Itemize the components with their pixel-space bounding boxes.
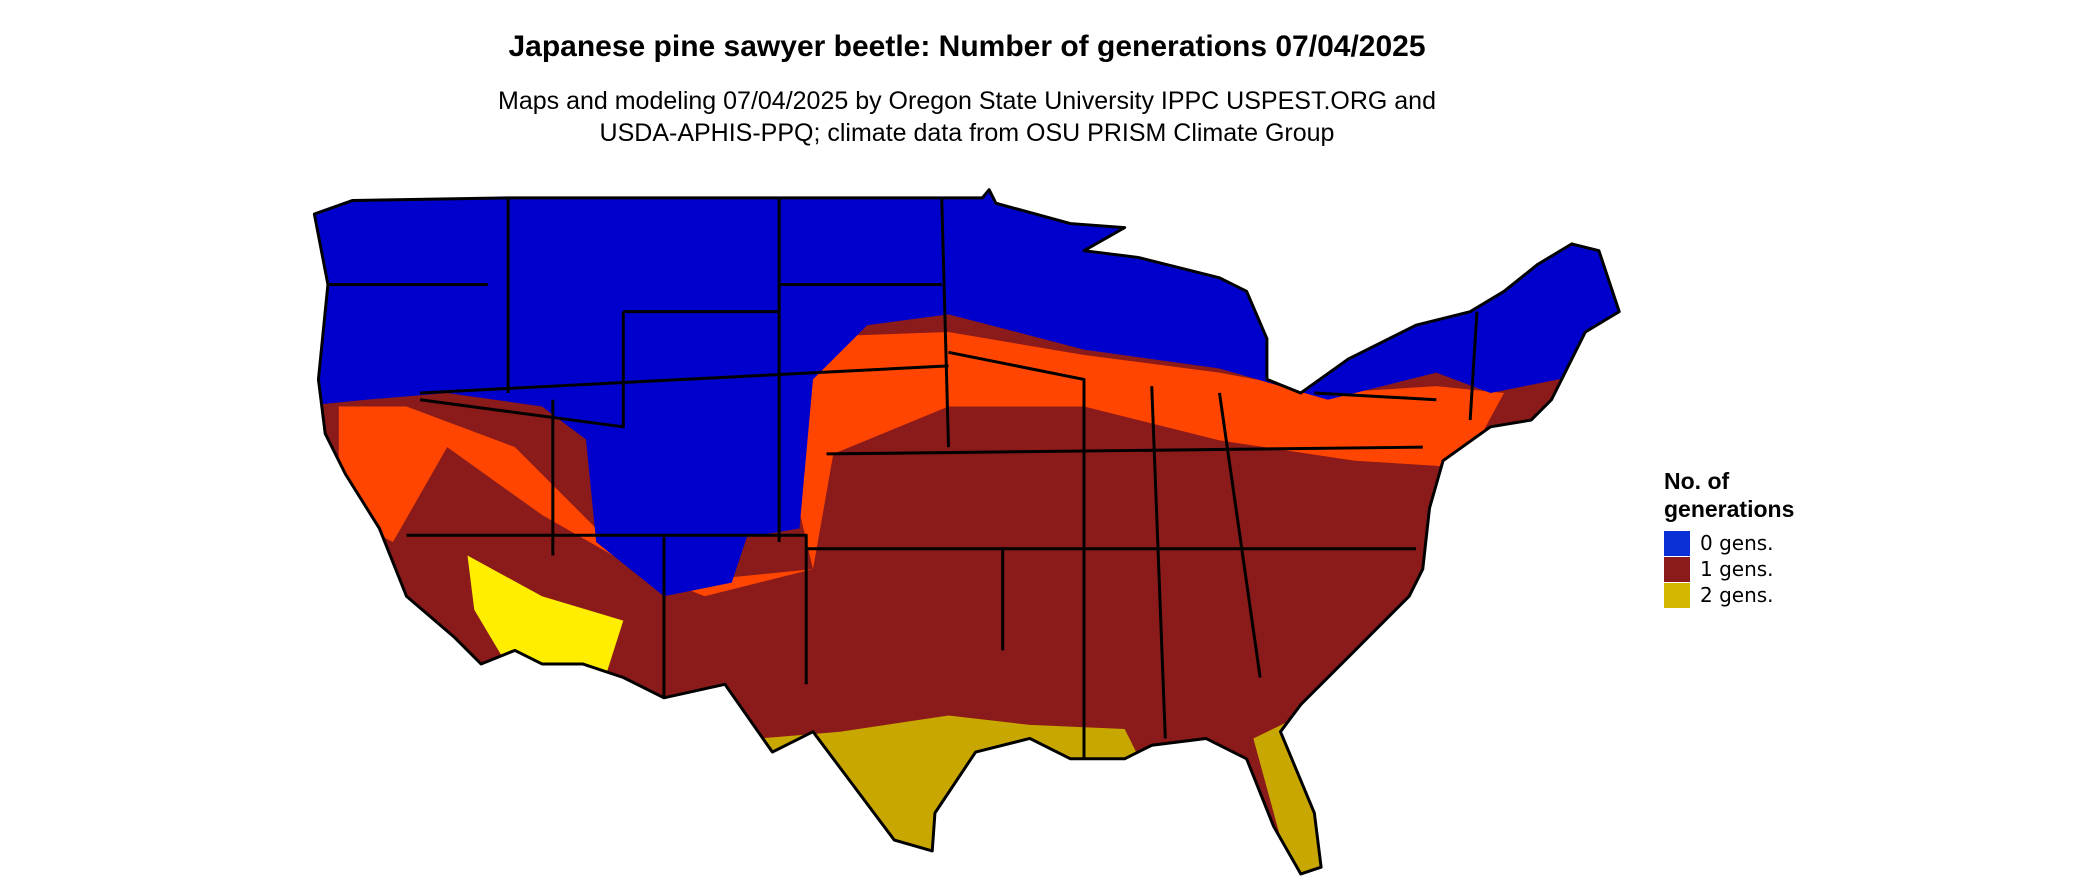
legend-swatch <box>1664 531 1690 556</box>
map-subtitle: USDA-APHIS-PPQ; climate data from OSU PR… <box>600 119 1335 147</box>
us-map <box>312 188 1621 876</box>
region-2-gen <box>467 555 624 685</box>
legend-label: 0 gens. <box>1700 531 1774 555</box>
legend: 0 gens.1 gens.2 gens. <box>1664 531 1774 608</box>
map-title: Japanese pine sawyer beetle: Number of g… <box>508 30 1425 63</box>
legend-title: No. of <box>1664 468 1729 494</box>
legend-label: 1 gens. <box>1700 557 1774 581</box>
legend-title: generations <box>1664 496 1794 522</box>
map-subtitle: Maps and modeling 07/04/2025 by Oregon S… <box>498 87 1436 115</box>
legend-swatch <box>1664 557 1690 582</box>
state-borders <box>327 197 1479 759</box>
region-transition <box>338 331 1505 597</box>
region-2-gen <box>1253 715 1335 874</box>
region-0-gen <box>582 406 759 597</box>
legend-swatch <box>1664 583 1690 608</box>
generation-regions <box>314 189 1620 874</box>
legend-label: 2 gens. <box>1700 583 1774 607</box>
